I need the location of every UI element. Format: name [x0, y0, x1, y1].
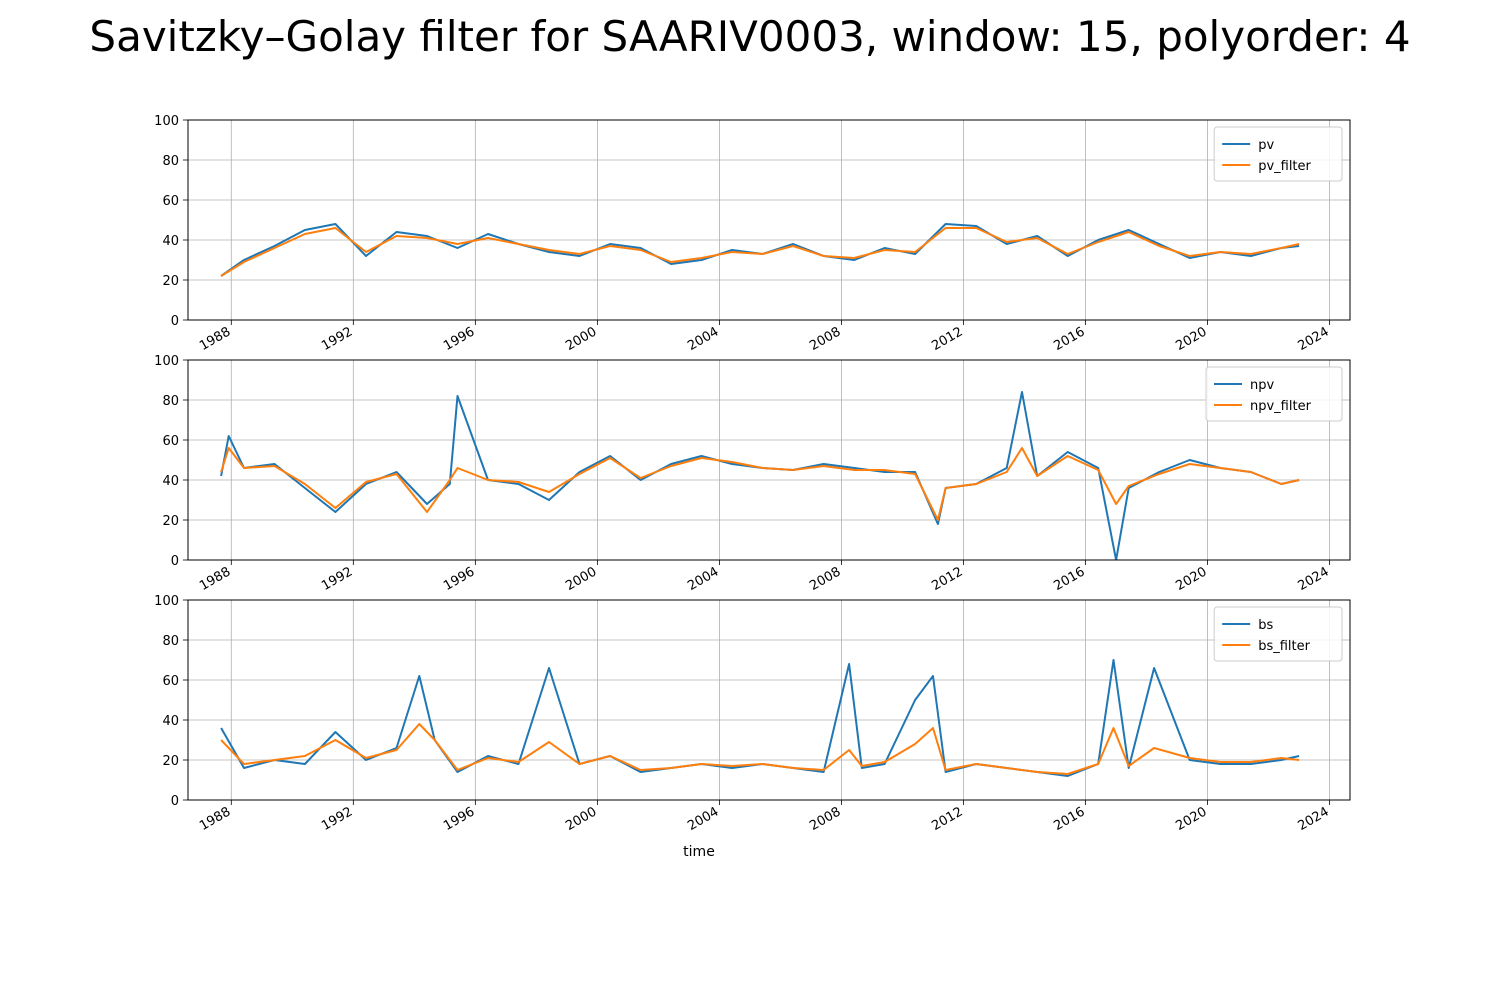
legend-label-npv: npv	[1250, 378, 1274, 393]
y-tick-label: 0	[171, 794, 179, 809]
axes-frame	[187, 599, 1351, 801]
x-tick-label: 1988	[197, 804, 233, 834]
y-tick-label: 0	[171, 314, 179, 329]
x-tick-label: 1988	[197, 564, 233, 594]
x-tick-label: 2008	[807, 324, 843, 354]
y-tick-label: 100	[154, 114, 179, 129]
y-tick-label: 80	[162, 394, 179, 409]
x-tick-label: 2016	[1051, 564, 1087, 594]
y-tick-label: 40	[162, 474, 179, 489]
x-tick-label: 1992	[319, 564, 355, 594]
axes-frame	[187, 119, 1351, 321]
legend-label-pv: pv	[1258, 138, 1274, 153]
y-tick-label: 100	[154, 354, 179, 369]
x-tick-label: 2004	[685, 324, 721, 354]
x-tick-label: 2020	[1173, 804, 1209, 834]
x-tick-label: 1996	[441, 564, 477, 594]
x-tick-label: 1992	[319, 324, 355, 354]
x-tick-label: 2000	[563, 564, 599, 594]
y-tick-label: 20	[162, 274, 179, 289]
subplot-1: 1988 1992 1996 2000 2004 2008 2012 2016 2020 2024…	[154, 114, 1351, 354]
y-tick-label: 60	[162, 674, 179, 689]
plot-area	[188, 600, 1350, 800]
x-axis-label: time	[683, 844, 715, 860]
figure-title: Savitzky–Golay filter for SAARIV0003, wi…	[89, 12, 1411, 61]
plot-area	[188, 120, 1350, 320]
x-tick-label: 2000	[563, 324, 599, 354]
x-tick-label: 1996	[441, 804, 477, 834]
y-tick-label: 40	[162, 234, 179, 249]
x-tick-label: 1988	[197, 324, 233, 354]
series-line-bs_filter	[220, 723, 1300, 775]
plot-area	[188, 360, 1350, 560]
legend-label-bs_filter: bs_filter	[1258, 639, 1310, 654]
y-tick-label: 80	[162, 154, 179, 169]
series-line-pv_filter	[220, 227, 1300, 277]
y-tick-label: 80	[162, 634, 179, 649]
legend: npv npv_filter	[1205, 366, 1343, 422]
subplot-2: 1988 1992 1996 2000 2004 2008 2012 2016 2020 2024…	[154, 354, 1351, 594]
legend-box	[1205, 366, 1343, 422]
x-tick-label: 2012	[929, 564, 965, 594]
x-tick-label: 2000	[563, 804, 599, 834]
legend-label-npv_filter: npv_filter	[1250, 399, 1312, 414]
x-tick-label: 2024	[1295, 564, 1331, 594]
x-tick-label: 2004	[685, 804, 721, 834]
x-tick-label: 1992	[319, 804, 355, 834]
x-tick-label: 1996	[441, 324, 477, 354]
legend-label-pv_filter: pv_filter	[1258, 159, 1311, 174]
series-line-npv_filter	[220, 447, 1300, 521]
legend-box	[1213, 606, 1343, 662]
y-tick-label: 20	[162, 514, 179, 529]
legend-box	[1213, 126, 1343, 182]
x-tick-label: 2008	[807, 804, 843, 834]
x-tick-label: 2024	[1295, 324, 1331, 354]
x-tick-label: 2020	[1173, 564, 1209, 594]
x-tick-label: 2024	[1295, 804, 1331, 834]
legend-label-bs: bs	[1258, 618, 1273, 633]
y-tick-label: 60	[162, 194, 179, 209]
y-tick-label: 40	[162, 714, 179, 729]
x-tick-label: 2016	[1051, 324, 1087, 354]
axes-frame	[187, 359, 1351, 561]
y-tick-label: 100	[154, 594, 179, 609]
subplot-3: 1988 1992 1996 2000 2004 2008 2012 2016 2020 2024…	[154, 594, 1351, 860]
legend: bs bs_filter	[1213, 606, 1343, 662]
x-tick-label: 2020	[1173, 324, 1209, 354]
y-tick-label: 20	[162, 754, 179, 769]
y-tick-label: 0	[171, 554, 179, 569]
x-tick-label: 2004	[685, 564, 721, 594]
x-tick-label: 2012	[929, 804, 965, 834]
legend: pv pv_filter	[1213, 126, 1343, 182]
y-tick-label: 60	[162, 434, 179, 449]
x-tick-label: 2016	[1051, 804, 1087, 834]
x-tick-label: 2012	[929, 324, 965, 354]
x-tick-label: 2008	[807, 564, 843, 594]
